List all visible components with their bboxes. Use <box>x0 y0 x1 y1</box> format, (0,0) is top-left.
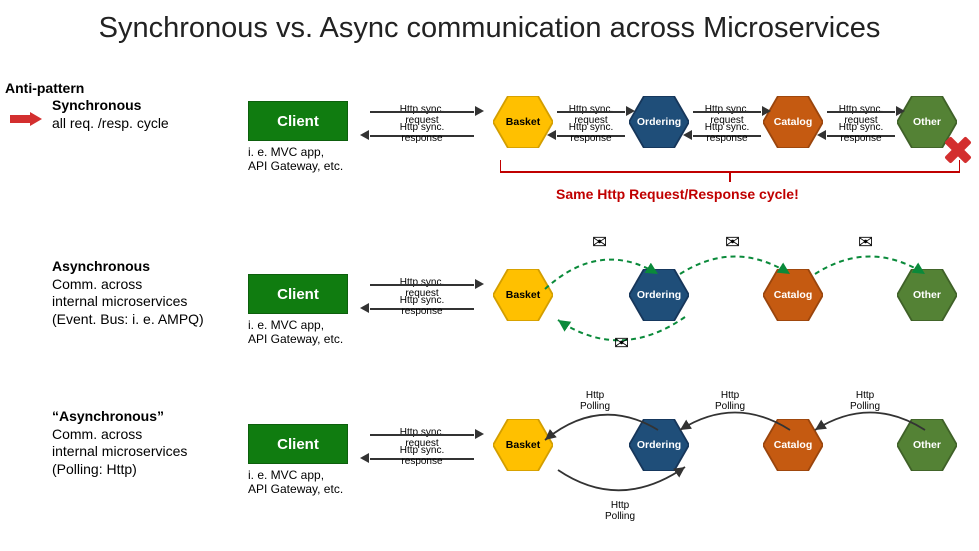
envelope-icon: ✉ <box>592 232 607 253</box>
poll-label: Http Polling <box>850 390 880 412</box>
arrow-label: Http sync. response <box>358 445 486 467</box>
arrow-label: Http sync. response <box>815 122 907 144</box>
client-box-3: Client <box>248 424 348 464</box>
poll-label: Http Polling <box>715 390 745 412</box>
row3-desc-text: Comm. across internal microservices (Pol… <box>52 426 187 477</box>
envelope-icon: ✉ <box>725 232 740 253</box>
arrow-label: Http sync. response <box>681 122 773 144</box>
arrow-pair-1d: Http sync. request Http sync. response <box>815 102 907 144</box>
row3-title: “Asynchronous” <box>52 408 164 424</box>
poll-label: Http Polling <box>580 390 610 412</box>
client-box-1: Client <box>248 101 348 141</box>
row1-desc: Synchronous all req. /resp. cycle <box>52 97 227 132</box>
eventbus-curve-bottom <box>550 312 710 367</box>
row1-desc-text: all req. /resp. cycle <box>52 115 169 131</box>
hex-ordering-1: Ordering <box>629 96 689 148</box>
row1-title: Synchronous <box>52 97 141 113</box>
row2-title: Asynchronous <box>52 258 150 274</box>
hex-ordering-1-label: Ordering <box>629 116 689 128</box>
arrow-pair-1c: Http sync. request Http sync. response <box>681 102 773 144</box>
poll-label: Http Polling <box>605 500 635 522</box>
envelope-icon: ✉ <box>614 333 629 354</box>
arrow-label: Http sync. response <box>545 122 637 144</box>
row2-desc-text: Comm. across internal microservices (Eve… <box>52 276 204 327</box>
arrow-pair-1b: Http sync. request Http sync. response <box>545 102 637 144</box>
row2-desc: Asynchronous Comm. across internal micro… <box>52 258 227 328</box>
client-note-3: i. e. MVC app, API Gateway, etc. <box>248 468 388 497</box>
arrow-label: Http sync. response <box>358 295 486 317</box>
envelope-icon: ✉ <box>858 232 873 253</box>
same-cycle-label: Same Http Request/Response cycle! <box>556 186 799 202</box>
antipattern-label: Anti-pattern <box>5 80 84 96</box>
red-arrow-icon <box>10 112 44 126</box>
hex-basket-1: Basket <box>493 96 553 148</box>
hex-basket-1-label: Basket <box>493 116 553 128</box>
client-box-2: Client <box>248 274 348 314</box>
page-title: Synchronous vs. Async communication acro… <box>0 0 979 45</box>
row3-desc: “Asynchronous” Comm. across internal mic… <box>52 408 227 478</box>
red-x-icon <box>943 135 973 165</box>
arrow-pair-2a: Http sync. request Http sync. response <box>358 275 486 317</box>
client-note-1: i. e. MVC app, API Gateway, etc. <box>248 145 388 174</box>
client-note-2: i. e. MVC app, API Gateway, etc. <box>248 318 388 347</box>
arrow-label: Http sync. response <box>358 122 486 144</box>
arrow-pair-1a: Http sync. request Http sync. response <box>358 102 486 144</box>
arrow-pair-3a: Http sync. request Http sync. response <box>358 425 486 467</box>
